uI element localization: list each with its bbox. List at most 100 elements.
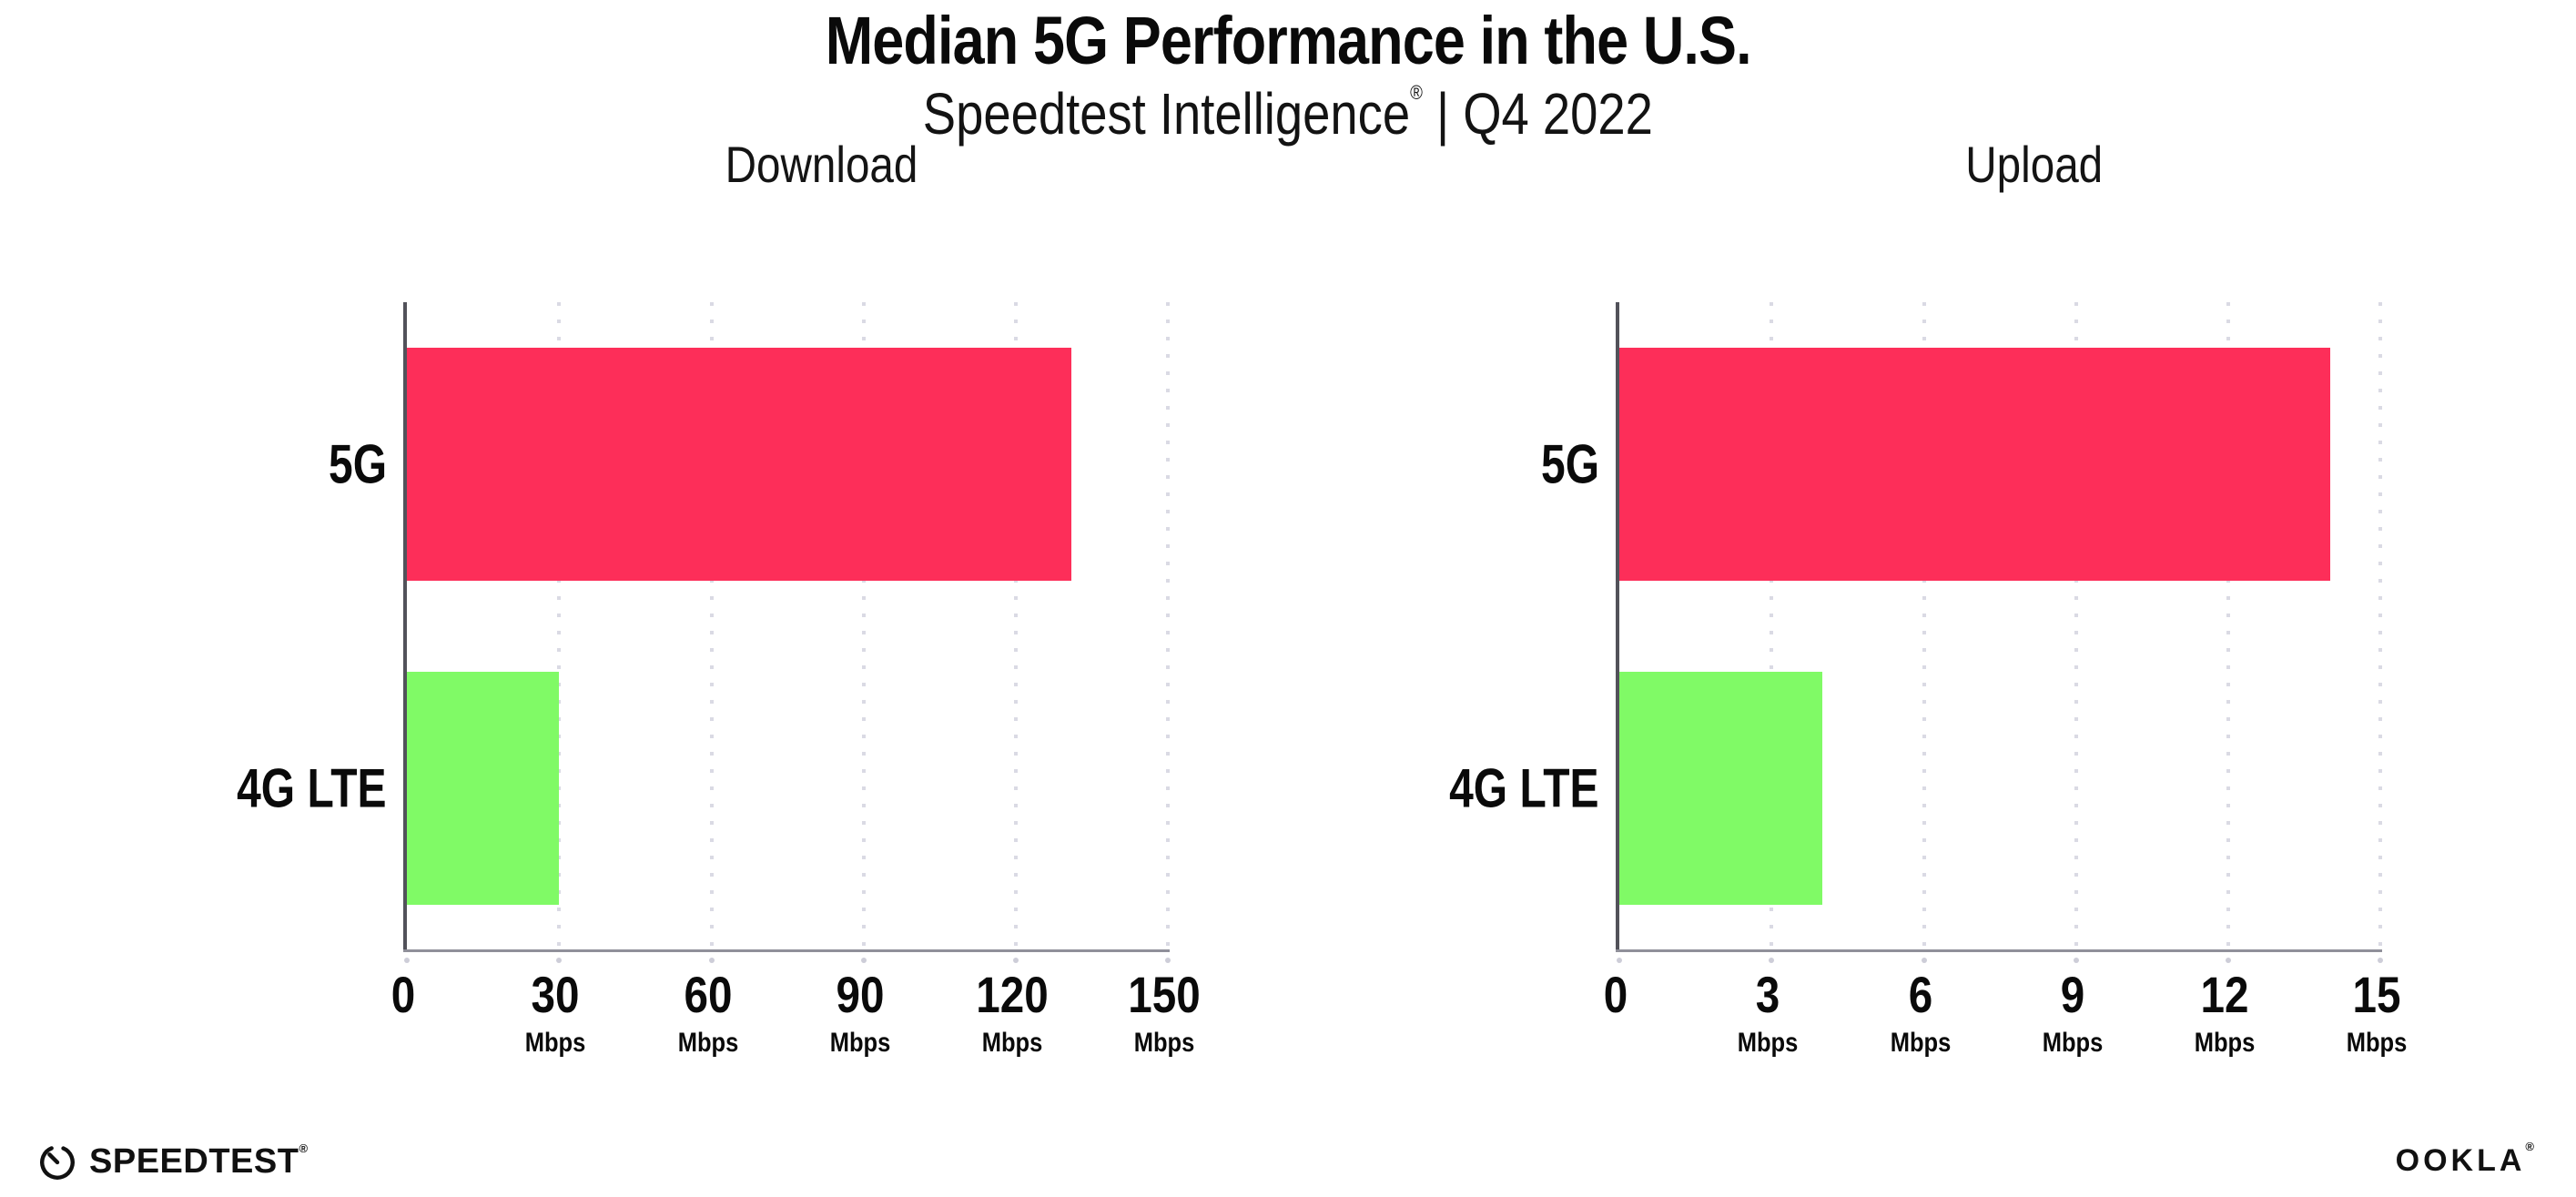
- x-tick-unit: Mbps: [677, 1028, 738, 1058]
- category-label-5g: 5G: [314, 433, 387, 496]
- axis-tick-15: [2378, 958, 2384, 963]
- bar-5g: [407, 347, 1072, 582]
- gridline-60: [709, 302, 714, 950]
- page-subtitle-text: Speedtest Intelligence® | Q4 2022: [923, 80, 1653, 147]
- chart-body: 5G 4G LTE: [1440, 302, 2459, 963]
- axis-tick-0: [1617, 958, 1622, 963]
- bottom-axis-line: [1616, 949, 2383, 952]
- x-tick-value: 150: [1128, 966, 1202, 1023]
- y-axis-labels: 5G 4G LTE: [1440, 302, 1616, 950]
- category-label-text: 5G: [1540, 433, 1599, 495]
- axis-tick-0: [404, 958, 410, 963]
- ookla-wordmark-text: OOKLA: [2395, 1143, 2526, 1178]
- x-tick-label-9: 9 Mbps: [2037, 965, 2108, 1059]
- x-tick-value: 6: [1908, 966, 1932, 1023]
- bar-5g: [1619, 347, 2330, 582]
- axis-tick-3: [1769, 958, 1775, 963]
- x-tick-unit: Mbps: [2194, 1028, 2256, 1058]
- axis-tick-6: [1921, 958, 1927, 963]
- subtitle-brand: Speedtest Intelligence: [922, 81, 1411, 147]
- x-tick-value: 90: [836, 966, 885, 1023]
- gridline-3: [1770, 302, 1774, 950]
- chart-title-text: Upload: [1965, 136, 2104, 193]
- page-title: Median 5G Performance in the U.S.: [0, 2, 2576, 79]
- axis-tick-90: [860, 958, 867, 963]
- plot-area: [1616, 302, 2457, 963]
- speedtest-wordmark-text: SPEEDTEST: [89, 1142, 299, 1181]
- category-label-4g-lte: 4G LTE: [1412, 757, 1599, 820]
- axis-tick-150: [1165, 958, 1171, 963]
- category-label-text: 4G LTE: [1449, 757, 1599, 819]
- gridline-90: [861, 302, 866, 950]
- axis-tick-30: [556, 958, 563, 963]
- x-tick-unit: Mbps: [2347, 1028, 2408, 1058]
- category-label-text: 5G: [328, 433, 387, 495]
- x-tick-unit: Mbps: [1134, 1028, 1195, 1058]
- x-tick-unit: Mbps: [1737, 1028, 1799, 1058]
- speedtest-gauge-icon: [40, 1144, 75, 1180]
- category-label-4g-lte: 4G LTE: [199, 757, 387, 820]
- chart-upload: Upload 5G 4G LTE 0 3 Mbps 6 Mbps 9 Mbps 12 Mbps 15…: [1440, 137, 2459, 1091]
- gridline-9: [2074, 302, 2078, 950]
- ookla-registered-mark: ®: [2525, 1140, 2538, 1153]
- bottom-axis-line: [403, 949, 1171, 952]
- x-tick-label-3: 3 Mbps: [1732, 965, 1803, 1059]
- category-label-5g: 5G: [1526, 433, 1599, 496]
- x-tick-value: 9: [2060, 966, 2085, 1023]
- category-label-text: 4G LTE: [237, 757, 387, 819]
- x-tick-label-6: 6 Mbps: [1884, 965, 1955, 1059]
- x-tick-value: 12: [2200, 966, 2249, 1023]
- x-tick-unit: Mbps: [981, 1028, 1043, 1058]
- x-tick-value: 0: [1603, 966, 1628, 1023]
- x-tick-label-120: 120 Mbps: [969, 965, 1054, 1059]
- speedtest-registered-mark: ®: [299, 1141, 309, 1155]
- plot-area: [403, 302, 1244, 963]
- gridline-120: [1014, 302, 1019, 950]
- x-tick-unit: Mbps: [524, 1028, 586, 1058]
- registered-mark: ®: [1410, 81, 1424, 104]
- page-title-text: Median 5G Performance in the U.S.: [825, 3, 1751, 78]
- x-axis-labels: 0 30 Mbps 60 Mbps 90 Mbps 120 Mbps 150 Mbps: [391, 950, 1241, 1091]
- x-tick-value: 3: [1756, 966, 1780, 1023]
- axis-tick-60: [708, 958, 715, 963]
- bar-4g-lte: [1619, 671, 1823, 906]
- x-tick-label-150: 150 Mbps: [1122, 965, 1207, 1059]
- chart-title: Upload: [1616, 137, 2453, 193]
- x-tick-label-60: 60 Mbps: [672, 965, 743, 1059]
- gridline-6: [1922, 302, 1926, 950]
- y-axis-labels: 5G 4G LTE: [228, 302, 403, 950]
- x-tick-label-0: 0: [389, 965, 417, 1024]
- x-tick-label-30: 30 Mbps: [520, 965, 591, 1059]
- page-subtitle: Speedtest Intelligence® | Q4 2022: [0, 80, 2576, 147]
- ookla-wordmark: OOKLA®: [2395, 1140, 2538, 1178]
- x-tick-label-90: 90 Mbps: [825, 965, 896, 1059]
- axis-tick-12: [2226, 958, 2232, 963]
- x-tick-unit: Mbps: [1890, 1028, 1951, 1058]
- chart-title-text: Download: [725, 136, 918, 193]
- axis-tick-120: [1013, 958, 1019, 963]
- gridline-150: [1166, 302, 1171, 950]
- gridline-15: [2378, 302, 2383, 950]
- x-tick-label-15: 15 Mbps: [2341, 965, 2412, 1059]
- speedtest-logo: SPEEDTEST®: [36, 1141, 309, 1182]
- chart-download: Download 5G 4G LTE 0 30 Mbps 60 Mbps 90 Mbps 120…: [228, 137, 1247, 1091]
- x-tick-value: 120: [976, 966, 1049, 1023]
- speedtest-wordmark: SPEEDTEST®: [89, 1141, 309, 1182]
- bar-4g-lte: [407, 671, 560, 906]
- x-tick-unit: Mbps: [829, 1028, 891, 1058]
- x-tick-value: 0: [390, 966, 416, 1023]
- chart-body: 5G 4G LTE: [228, 302, 1247, 963]
- x-tick-value: 60: [684, 966, 733, 1023]
- subtitle-period: | Q4 2022: [1423, 81, 1654, 147]
- x-axis-labels: 0 3 Mbps 6 Mbps 9 Mbps 12 Mbps 15 Mbps: [1604, 950, 2453, 1091]
- x-tick-unit: Mbps: [2042, 1028, 2104, 1058]
- chart-title: Download: [403, 137, 1241, 193]
- x-tick-value: 15: [2352, 966, 2401, 1023]
- x-tick-label-12: 12 Mbps: [2189, 965, 2260, 1059]
- x-tick-label-0: 0: [1601, 965, 1629, 1024]
- gridline-30: [557, 302, 562, 950]
- ookla-logo: OOKLA®: [2396, 1140, 2538, 1179]
- axis-tick-9: [2073, 958, 2079, 963]
- x-tick-value: 30: [531, 966, 580, 1023]
